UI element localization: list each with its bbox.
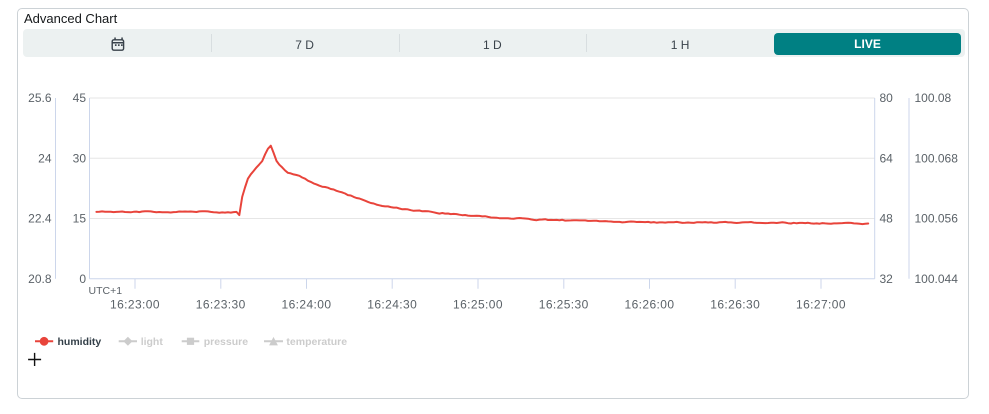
svg-text:80: 80 — [880, 91, 894, 105]
svg-text:45: 45 — [73, 91, 87, 105]
svg-text:64: 64 — [880, 151, 894, 165]
svg-text:32: 32 — [880, 272, 894, 286]
svg-text:25.6: 25.6 — [28, 91, 52, 105]
svg-text:temperature: temperature — [286, 336, 347, 348]
svg-text:16:26:30: 16:26:30 — [710, 298, 760, 312]
svg-text:30: 30 — [73, 151, 87, 165]
svg-text:16:24:00: 16:24:00 — [282, 298, 332, 312]
svg-text:0: 0 — [79, 272, 86, 286]
svg-text:22.4: 22.4 — [28, 212, 52, 226]
svg-text:16:23:30: 16:23:30 — [196, 298, 246, 312]
svg-text:100.068: 100.068 — [915, 151, 959, 165]
svg-text:light: light — [141, 336, 164, 348]
svg-text:humidity: humidity — [58, 336, 102, 348]
svg-text:pressure: pressure — [204, 336, 249, 348]
svg-text:16:24:30: 16:24:30 — [367, 298, 417, 312]
svg-text:24: 24 — [38, 151, 52, 165]
svg-text:16:27:00: 16:27:00 — [796, 298, 846, 312]
svg-text:48: 48 — [880, 212, 894, 226]
svg-text:16:23:00: 16:23:00 — [110, 298, 160, 312]
svg-text:16:25:30: 16:25:30 — [539, 298, 589, 312]
svg-text:16:26:00: 16:26:00 — [625, 298, 675, 312]
svg-text:UTC+1: UTC+1 — [89, 285, 123, 297]
svg-text:20.8: 20.8 — [28, 272, 52, 286]
svg-text:100.056: 100.056 — [915, 212, 959, 226]
svg-text:100.044: 100.044 — [915, 272, 959, 286]
svg-text:15: 15 — [73, 212, 87, 226]
svg-text:100.08: 100.08 — [915, 91, 952, 105]
svg-text:16:25:00: 16:25:00 — [453, 298, 503, 312]
